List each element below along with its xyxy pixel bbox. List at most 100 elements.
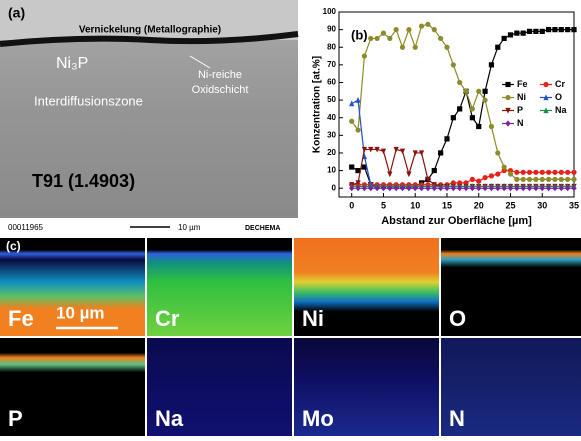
marker	[362, 53, 367, 58]
x-tick-label: 10	[410, 200, 420, 210]
map-label: Mo	[302, 406, 334, 431]
marker	[489, 173, 494, 178]
map-label: Cr	[155, 306, 180, 331]
y-tick-label: 50	[327, 95, 336, 104]
x-tick-label: 5	[381, 200, 386, 210]
marker	[571, 170, 576, 175]
map-label: Na	[155, 406, 184, 431]
y-tick-label: 100	[323, 7, 337, 16]
marker	[432, 27, 437, 32]
y-axis-label: Konzentration [at.%]	[312, 56, 323, 153]
marker	[533, 170, 538, 175]
marker	[375, 36, 380, 41]
marker	[368, 36, 373, 41]
panel-c: FeCrNiOPNaMoN(c)10 µm	[0, 238, 581, 436]
image-id: 00011965	[8, 223, 44, 232]
marker	[438, 36, 443, 41]
marker	[521, 177, 526, 182]
map-label: N	[449, 406, 465, 431]
y-tick-label: 80	[327, 42, 336, 51]
marker	[552, 177, 557, 182]
y-tick-label: 70	[327, 60, 336, 69]
marker	[533, 177, 538, 182]
marker	[505, 95, 510, 100]
x-tick-label: 0	[349, 200, 354, 210]
marker	[476, 124, 481, 129]
marker	[540, 177, 545, 182]
marker	[527, 29, 532, 34]
y-tick-label: 90	[327, 25, 336, 34]
panel-label: (b)	[351, 27, 368, 42]
legend-label: Fe	[517, 79, 528, 89]
figure: (a) Vernickelung (Metallographie) Ni₃P N…	[0, 0, 581, 436]
marker	[559, 177, 564, 182]
scale-label: 10 µm	[56, 303, 105, 322]
marker	[482, 97, 487, 102]
marker	[457, 80, 462, 85]
marker	[432, 168, 437, 173]
marker	[476, 179, 481, 184]
y-tick-label: 30	[327, 130, 336, 139]
marker	[489, 124, 494, 129]
annotation: T91 (1.4903)	[32, 171, 135, 191]
y-tick-label: 10	[327, 166, 336, 175]
marker	[543, 82, 548, 87]
marker	[476, 89, 481, 94]
marker	[406, 27, 411, 32]
x-tick-label: 25	[505, 200, 515, 210]
panel-label: (c)	[6, 239, 21, 253]
marker	[521, 31, 526, 36]
marker	[419, 23, 424, 28]
marker	[381, 31, 386, 36]
marker	[565, 27, 570, 32]
legend-label: Cr	[555, 79, 565, 89]
x-tick-label: 15	[442, 200, 452, 210]
marker	[527, 170, 532, 175]
marker	[546, 27, 551, 32]
marker	[451, 115, 456, 120]
marker	[495, 150, 500, 155]
marker	[514, 170, 519, 175]
legend-label: Na	[555, 105, 567, 115]
marker	[559, 27, 564, 32]
marker	[514, 31, 519, 36]
marker	[482, 175, 487, 180]
y-tick-label: 0	[332, 183, 337, 192]
annotation: Oxidschicht	[192, 84, 249, 96]
marker	[514, 177, 519, 182]
x-axis-label: Abstand zur Oberfläche [µm]	[381, 215, 532, 227]
map-label: P	[8, 406, 23, 431]
marker	[502, 164, 507, 169]
marker	[552, 27, 557, 32]
marker	[505, 82, 510, 87]
marker	[546, 170, 551, 175]
marker	[349, 164, 354, 169]
marker	[470, 177, 475, 182]
marker	[355, 127, 360, 132]
x-tick-label: 30	[537, 200, 547, 210]
marker	[508, 32, 513, 37]
marker	[425, 22, 430, 27]
marker	[457, 106, 462, 111]
logo: DECHEMA	[245, 225, 280, 232]
marker	[413, 45, 418, 50]
annotation: Vernickelung (Metallographie)	[79, 25, 221, 36]
marker	[552, 170, 557, 175]
marker	[489, 62, 494, 67]
y-tick-label: 40	[327, 113, 336, 122]
marker	[546, 177, 551, 182]
map-label: Ni	[302, 306, 324, 331]
scale-label: 10 µm	[178, 223, 201, 232]
marker	[508, 171, 513, 176]
marker	[495, 171, 500, 176]
annotation: Ni₃P	[56, 55, 88, 72]
annotation: Interdiffusionszone	[34, 93, 143, 108]
y-tick-label: 20	[327, 148, 336, 157]
legend-label: O	[555, 92, 562, 102]
marker	[502, 36, 507, 41]
marker	[400, 45, 405, 50]
marker	[394, 27, 399, 32]
marker	[495, 45, 500, 50]
marker	[571, 27, 576, 32]
